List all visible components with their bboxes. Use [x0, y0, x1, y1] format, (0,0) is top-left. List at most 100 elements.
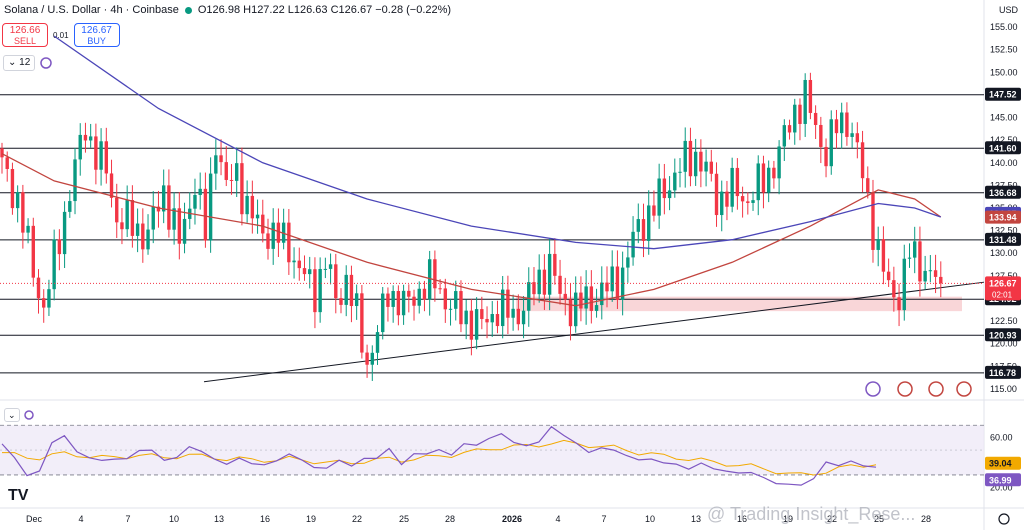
candle-body — [824, 146, 828, 167]
candle-body — [198, 188, 202, 195]
trade-panel: 126.66 SELL 0.01 126.67 BUY — [2, 23, 120, 47]
time-tick-label: 7 — [601, 514, 606, 524]
sell-button[interactable]: 126.66 SELL — [2, 23, 48, 47]
candle-body — [626, 257, 630, 268]
candle-body — [125, 200, 129, 230]
candle-body — [42, 298, 46, 308]
candle-body — [480, 309, 484, 319]
candle-body — [469, 310, 474, 340]
candle-body — [318, 268, 322, 313]
watermark-text: @ Trading Insight_Rese... — [707, 504, 915, 525]
candle-body — [693, 151, 698, 177]
candle-body — [292, 260, 296, 263]
candle-body — [772, 167, 776, 179]
candle-body — [881, 239, 886, 272]
time-tick-label: 10 — [169, 514, 179, 524]
refresh-icon[interactable] — [39, 56, 53, 70]
candle-body — [845, 112, 849, 137]
candle-body — [401, 290, 406, 316]
candle-body — [104, 141, 109, 174]
candle-body — [793, 104, 797, 133]
candle-body — [172, 208, 176, 230]
candle-body — [761, 163, 766, 193]
buy-price: 126.67 — [81, 25, 112, 36]
candle-body — [725, 191, 729, 207]
buy-button[interactable]: 126.67 BUY — [73, 23, 120, 47]
candle-body — [302, 268, 307, 275]
candle-body — [276, 222, 281, 243]
price-label-text: 124.92 — [989, 294, 1017, 304]
time-tick-label: 13 — [691, 514, 701, 524]
time-tick-label: 16 — [737, 514, 747, 524]
candle-body — [151, 206, 155, 230]
candle-body — [688, 140, 693, 177]
candle-body — [584, 286, 588, 309]
time-tick-label: 22 — [827, 514, 837, 524]
rsi-band — [0, 425, 984, 475]
candle-body — [407, 290, 411, 297]
rsi-settings-icon[interactable] — [23, 409, 35, 421]
candle-body — [568, 299, 573, 327]
candle-body — [188, 208, 192, 219]
price-label-badge — [985, 210, 1021, 224]
candle-body — [271, 222, 275, 249]
rsi-toggle-icon[interactable]: ⌄ — [4, 408, 20, 422]
candle-body — [892, 280, 896, 298]
rsi-controls: ⌄ — [4, 408, 35, 422]
candle-body — [156, 206, 161, 212]
candle-body — [26, 225, 30, 233]
candle-body — [673, 172, 677, 191]
price-tick-label: 130.00 — [990, 248, 1018, 258]
candle-body — [115, 197, 119, 223]
candle-body — [527, 282, 531, 311]
candle-body — [5, 157, 9, 169]
price-tick-label: 145.00 — [990, 113, 1018, 123]
candle-body — [313, 269, 317, 313]
candle-body — [443, 288, 448, 310]
moving-average-slow — [53, 35, 942, 250]
moving-average-fast — [1, 153, 942, 307]
settings-gear-icon — [998, 513, 1010, 525]
candle-body — [83, 134, 88, 141]
candle-body — [245, 195, 249, 215]
candle-body — [208, 173, 213, 241]
candle-body — [229, 179, 234, 181]
candle-body — [913, 241, 917, 258]
candle-body — [109, 173, 114, 198]
candle-body — [386, 293, 390, 307]
price-label-text: 133.94 — [989, 213, 1017, 223]
flag-event-icon — [897, 381, 913, 397]
price-tick-label: 132.50 — [990, 226, 1018, 236]
flag-event-icon — [928, 381, 944, 397]
ohlc-readout: O126.98 H127.22 L126.63 C126.67 −0.28 (−… — [197, 4, 452, 16]
candle-body — [740, 196, 745, 202]
candle-body — [594, 305, 599, 311]
candle-body — [678, 171, 682, 173]
candle-body — [36, 277, 41, 299]
price-label-text: 147.52 — [989, 90, 1017, 100]
candle-body — [203, 188, 208, 241]
time-tick-label: 19 — [783, 514, 793, 524]
candle-body — [78, 134, 82, 160]
candle-body — [589, 286, 594, 311]
candle-body — [902, 258, 906, 311]
support-zone — [516, 296, 962, 312]
time-tick-label: 16 — [260, 514, 270, 524]
currency-label[interactable]: USD — [998, 5, 1018, 15]
candle-body — [813, 112, 818, 125]
candle-body — [542, 269, 547, 295]
price-label-badge — [985, 292, 1021, 306]
candle-body — [417, 288, 421, 306]
candle-body — [57, 239, 62, 255]
candle-body — [511, 308, 515, 318]
symbol-title[interactable]: Solana / U.S. Dollar · 4h · Coinbase — [4, 4, 179, 16]
candle-body — [448, 308, 453, 310]
candle-body — [808, 79, 813, 113]
candle-body — [328, 264, 333, 269]
time-tick-label: 7 — [125, 514, 130, 524]
indicator-toggle[interactable]: ⌄ 12 — [3, 55, 36, 71]
candle-body — [15, 192, 20, 209]
candle-body — [782, 125, 787, 147]
candle-body — [756, 163, 760, 201]
